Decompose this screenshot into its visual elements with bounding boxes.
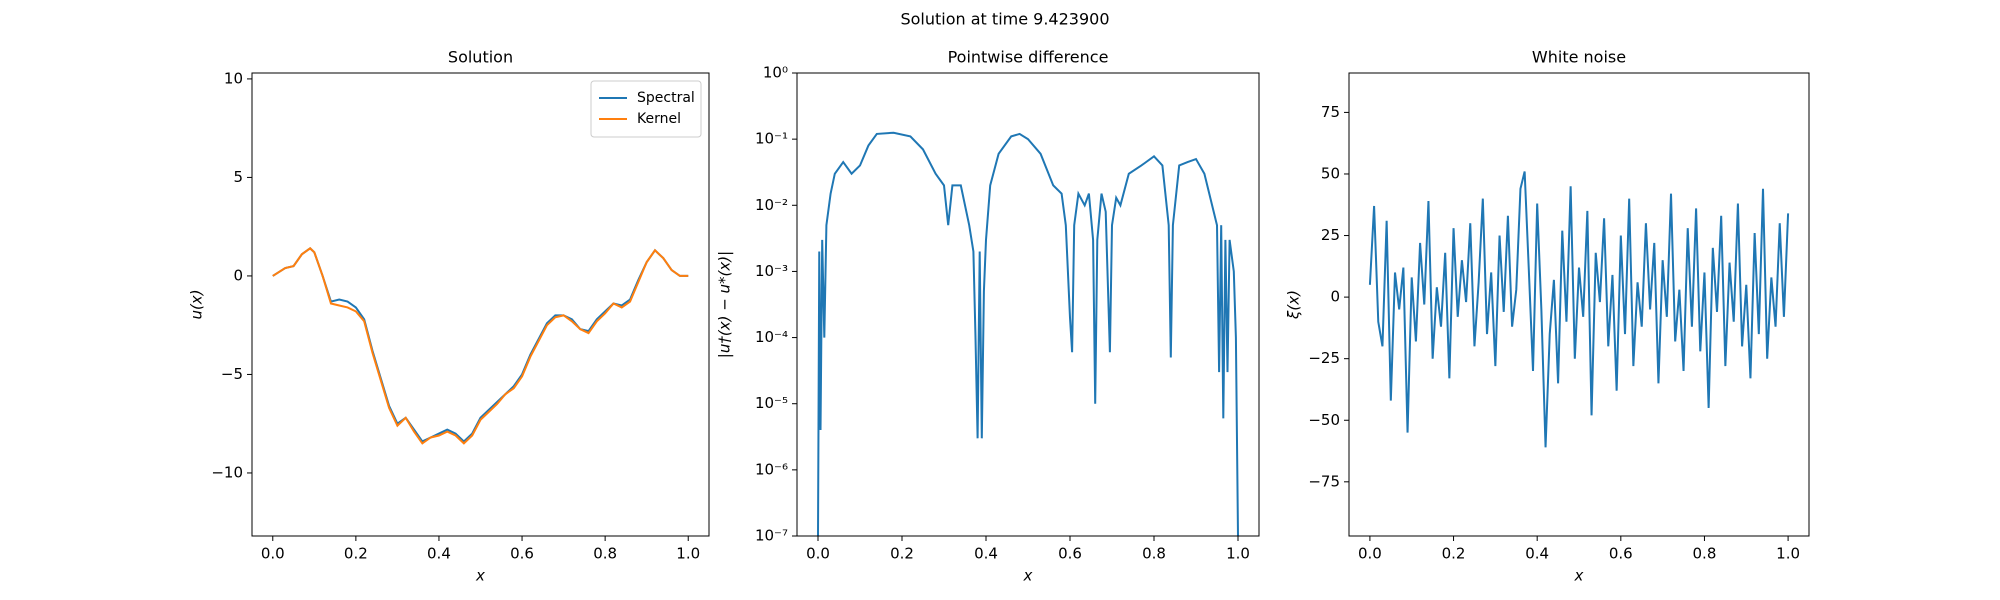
x-tick-label: 0.6 [510,545,534,563]
x-tick-label: 0.2 [344,545,368,563]
y-tick-label: 75 [1321,103,1340,121]
line [272,247,689,445]
y-tick-label: 10⁻⁵ [755,394,788,412]
y-tick-label: −10 [211,463,243,481]
x-tick-label: 1.0 [676,545,700,563]
y-tick-label: 50 [1321,164,1340,182]
x-axis-label: x [1574,567,1584,585]
x-tick-label: 0.6 [1609,545,1633,563]
legend-label: Spectral [637,90,695,106]
x-tick-label: 0.0 [1358,545,1382,563]
line [817,131,1239,536]
axes-frame [251,72,710,537]
x-tick-label: 0.8 [593,545,617,563]
y-tick-label: 0 [233,266,243,284]
subplot-title: Solution [448,48,513,67]
y-tick-label: 5 [233,168,243,186]
y-axis-label: |u†(x) − u*(x)| [716,251,734,358]
y-tick-label: 10⁻³ [755,262,788,280]
figure-title: Solution at time 9.423900 [900,10,1109,29]
axes-frame [796,72,1260,537]
x-tick-label: 0.2 [890,545,914,563]
subplot-title: White noise [1532,48,1626,67]
axes-frame [1348,72,1810,537]
y-axis-label: ξ(x) [1285,290,1303,320]
y-tick-label: −25 [1308,349,1340,367]
y-tick-label: 25 [1321,226,1340,244]
x-tick-label: 0.2 [1442,545,1466,563]
x-axis-label: x [1023,567,1033,585]
x-tick-label: 0.8 [1693,545,1717,563]
y-tick-label: 10⁻¹ [755,130,788,148]
y-axis-label: u(x) [188,289,206,319]
x-tick-label: 1.0 [1226,545,1250,563]
y-tick-label: 10⁻⁴ [755,328,788,346]
y-tick-label: 10⁻⁶ [755,460,788,478]
x-tick-label: 0.4 [974,545,998,563]
line [272,247,689,443]
x-tick-label: 0.4 [1525,545,1549,563]
y-tick-label: −50 [1308,411,1340,429]
y-tick-label: 10⁻² [755,196,788,214]
x-tick-label: 1.0 [1776,545,1800,563]
y-tick-label: 10⁻⁷ [755,527,788,545]
y-tick-label: 10 [224,69,243,87]
y-tick-label: −75 [1308,472,1340,490]
y-tick-label: 10⁰ [763,64,788,82]
y-tick-label: −5 [221,365,243,383]
x-tick-label: 0.8 [1142,545,1166,563]
x-tick-label: 0.6 [1058,545,1082,563]
x-axis-label: x [475,567,485,585]
x-tick-label: 0.0 [806,545,830,563]
x-tick-label: 0.4 [427,545,451,563]
legend-box [590,80,702,138]
y-tick-label: 0 [1330,288,1340,306]
legend-label: Kernel [637,111,681,127]
subplot-title: Pointwise difference [948,48,1109,67]
line [1368,171,1790,448]
x-tick-label: 0.0 [261,545,285,563]
